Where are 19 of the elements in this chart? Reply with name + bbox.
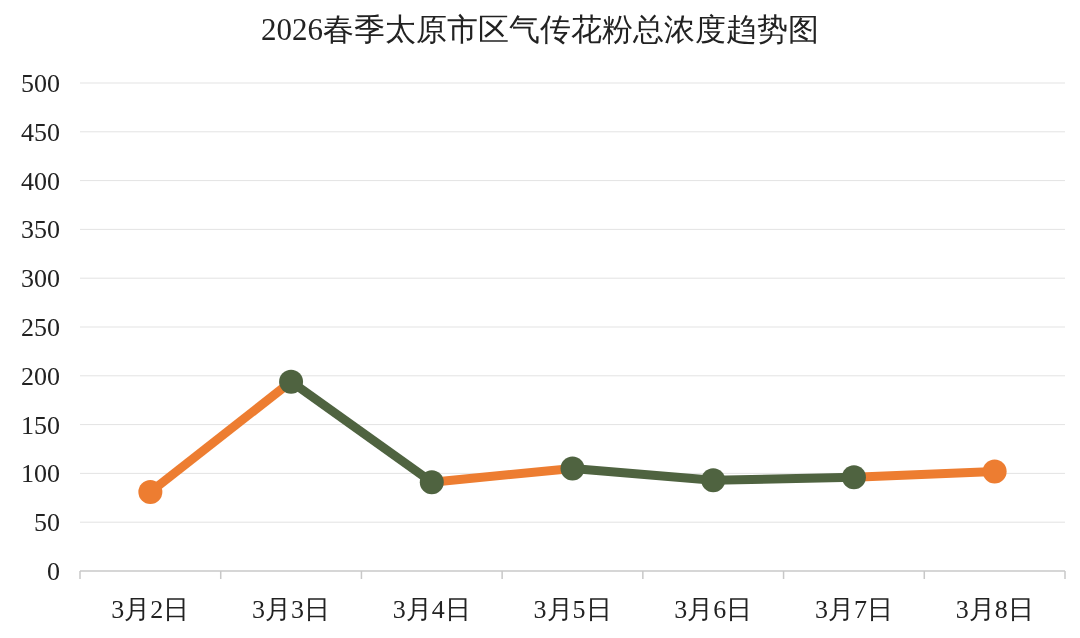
x-tick-label: 3月2日 bbox=[111, 595, 190, 624]
chart-title: 2026春季太原市区气传花粉总浓度趋势图 bbox=[261, 12, 819, 47]
y-tick-label: 100 bbox=[21, 459, 60, 489]
y-tick-label: 350 bbox=[21, 215, 60, 245]
y-tick-label: 400 bbox=[21, 166, 60, 196]
y-tick-label: 450 bbox=[21, 117, 60, 147]
y-tick-label: 200 bbox=[21, 361, 60, 391]
y-tick-label: 250 bbox=[21, 313, 60, 342]
x-tick-label: 3月4日 bbox=[392, 595, 471, 624]
x-tick-label: 3月6日 bbox=[674, 595, 753, 624]
y-tick-label: 500 bbox=[21, 69, 60, 98]
y-tick-label: 150 bbox=[21, 410, 60, 440]
x-tick-label: 3月5日 bbox=[533, 595, 612, 624]
y-tick-label: 300 bbox=[21, 264, 60, 294]
y-tick-label: 0 bbox=[47, 557, 60, 586]
x-tick-label: 3月7日 bbox=[814, 595, 893, 624]
x-tick-label: 3月8日 bbox=[955, 595, 1034, 624]
x-tick-label: 3月3日 bbox=[252, 595, 331, 624]
y-tick-label: 50 bbox=[34, 508, 60, 538]
